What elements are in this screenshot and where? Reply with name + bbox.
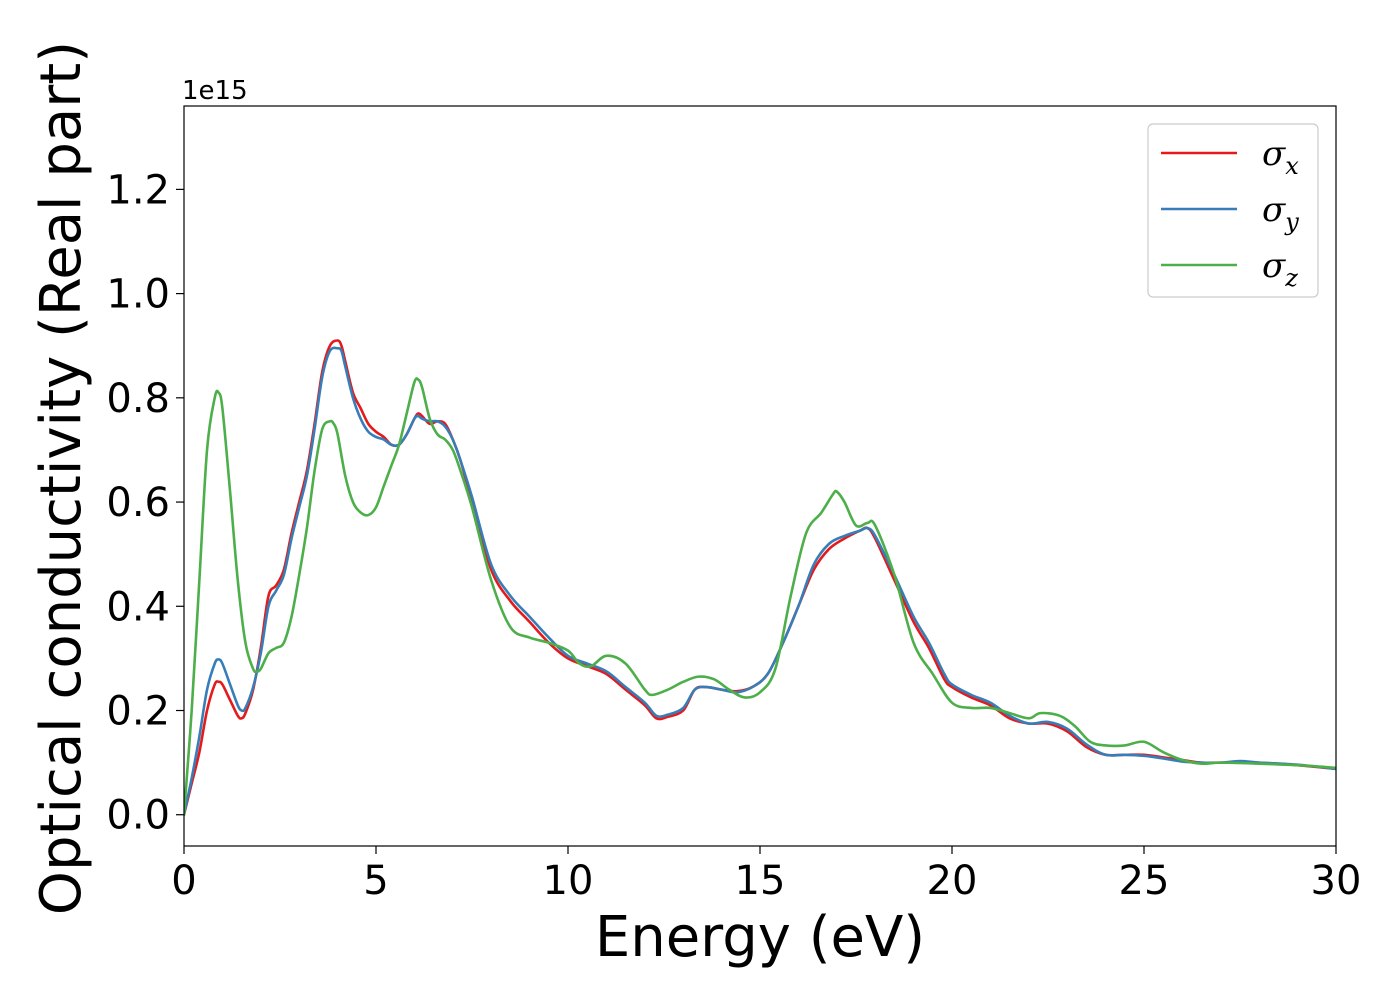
y-tick-label: 0.8 bbox=[106, 376, 170, 422]
y-axis-label: Optical conductivity (Real part) bbox=[29, 41, 94, 915]
y-tick-label: 0.4 bbox=[106, 584, 170, 630]
x-tick-label: 30 bbox=[1311, 858, 1362, 904]
legend-label-z: σz bbox=[1262, 246, 1298, 292]
series-line-y bbox=[184, 346, 1336, 817]
y-tick-label: 1.2 bbox=[106, 167, 170, 213]
series-line-z bbox=[184, 377, 1336, 817]
y-tick-label: 0.2 bbox=[106, 689, 170, 735]
y-axis: 0.0 0.2 0.4 0.6 0.8 1.0 1.2 bbox=[106, 167, 184, 839]
y-tick-label: 0.6 bbox=[106, 480, 170, 526]
x-tick-label: 5 bbox=[363, 858, 388, 904]
x-axis: 0 5 10 15 20 25 30 bbox=[171, 846, 1361, 904]
y-tick-label: 1.0 bbox=[106, 272, 170, 318]
legend-label-y: σy bbox=[1262, 190, 1299, 236]
series-layer bbox=[184, 339, 1336, 817]
x-axis-label: Energy (eV) bbox=[595, 905, 925, 970]
x-tick-label: 20 bbox=[927, 858, 978, 904]
x-tick-label: 0 bbox=[171, 858, 196, 904]
y-tick-label: 0.0 bbox=[106, 793, 170, 839]
x-tick-label: 10 bbox=[543, 858, 594, 904]
y-offset-label: 1e15 bbox=[182, 76, 248, 106]
legend-box bbox=[1147, 123, 1319, 298]
legend: σx σy σz bbox=[1147, 123, 1319, 298]
legend-label-x: σx bbox=[1262, 134, 1299, 180]
x-tick-label: 25 bbox=[1119, 858, 1170, 904]
x-tick-label: 15 bbox=[735, 858, 786, 904]
